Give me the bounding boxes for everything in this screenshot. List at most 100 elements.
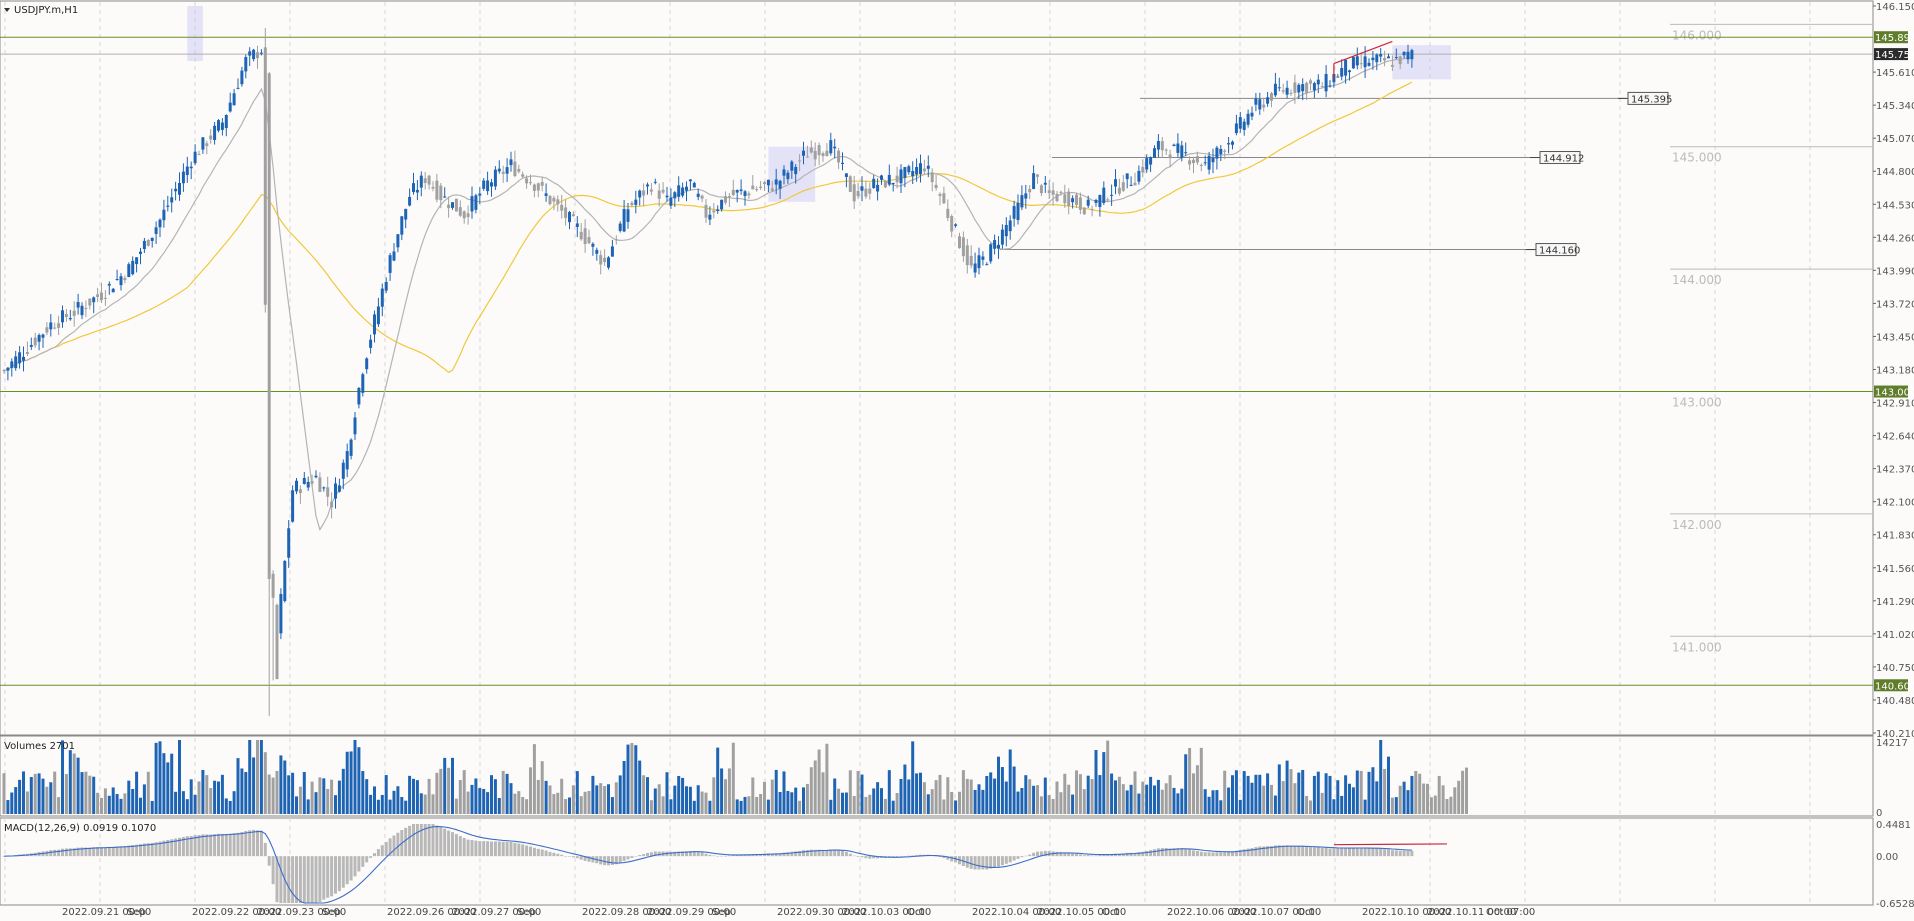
candle-body: [185, 166, 189, 175]
candle-body: [529, 182, 532, 184]
candle-body: [911, 171, 915, 177]
volume-bar: [1203, 789, 1207, 814]
candle-body: [396, 234, 400, 248]
macd-bar: [856, 856, 860, 857]
volume-bar: [1461, 770, 1465, 814]
candle-body: [209, 135, 213, 140]
macd-bar: [993, 856, 997, 868]
price-pane[interactable]: [0, 0, 1874, 736]
volume-bar: [552, 794, 556, 814]
candle-body: [1320, 86, 1324, 88]
volume-bar: [1176, 793, 1180, 814]
volume-bar: [821, 772, 825, 814]
macd-bar: [1199, 851, 1203, 857]
candle-body: [922, 168, 926, 172]
macd-bar: [439, 827, 443, 857]
time-tick-label: 2022.10.05 00:00: [1037, 907, 1126, 918]
candle-body: [630, 202, 634, 206]
macd-bar: [497, 841, 501, 857]
candle-body: [139, 251, 142, 254]
candle-body: [1324, 74, 1328, 92]
trend-line[interactable]: [1333, 40, 1393, 65]
macd-bar: [185, 836, 189, 857]
macd-bar: [1000, 856, 1004, 866]
macd-bar: [630, 856, 634, 858]
volume-bar: [361, 771, 365, 814]
volume-bar: [517, 791, 521, 814]
candle-body: [1211, 157, 1215, 163]
candle-body: [564, 207, 568, 218]
candle-body: [392, 251, 396, 261]
candle-body: [1028, 188, 1032, 193]
candle-body: [1227, 143, 1231, 145]
volume-bar: [603, 786, 607, 814]
candle-body: [474, 195, 478, 210]
volume-bar: [973, 789, 977, 814]
candle-body: [583, 228, 587, 245]
candle-body: [103, 297, 107, 299]
candle-body: [181, 171, 185, 184]
volume-bar: [279, 755, 283, 814]
volume-bar: [259, 740, 263, 814]
macd-bar: [474, 840, 478, 857]
macd-bar: [1016, 856, 1020, 859]
candle-body: [774, 179, 778, 185]
macd-bar: [197, 835, 201, 857]
candle-body: [68, 318, 72, 320]
volume-bar: [490, 775, 493, 814]
macd-bar: [735, 855, 739, 857]
volume-bar: [1422, 783, 1426, 814]
macd-bar: [392, 835, 396, 857]
macd-bar: [419, 824, 423, 857]
volume-bar: [852, 796, 856, 814]
macd-trend-line[interactable]: [1333, 843, 1448, 846]
candle-body: [688, 179, 692, 182]
candle-body: [626, 209, 630, 222]
volume-bar: [217, 781, 220, 814]
volume-bar: [704, 792, 708, 814]
macd-bar: [833, 849, 837, 857]
candle-body: [1355, 56, 1359, 66]
volume-bar: [1250, 782, 1254, 814]
candle-body: [29, 344, 33, 347]
macd-bar: [217, 833, 220, 857]
volume-bar: [583, 791, 587, 814]
candle-body: [985, 264, 989, 266]
candle-body: [1203, 162, 1207, 164]
volume-bar: [829, 799, 833, 814]
volume-bar: [981, 789, 985, 814]
candle-body: [1090, 208, 1094, 210]
macd-bar: [131, 845, 135, 857]
macd-bar: [232, 833, 236, 857]
macd-bar: [174, 838, 178, 857]
volume-bar: [1328, 775, 1332, 814]
volume-bar: [1199, 747, 1203, 814]
time-tick-label: 2022.10.11 00:00: [1427, 907, 1516, 918]
volume-bar: [302, 772, 306, 814]
candle-body: [833, 146, 837, 149]
volume-bar: [384, 775, 388, 814]
candle-body: [685, 186, 688, 191]
macd-bar: [1258, 846, 1262, 857]
volume-bar: [1207, 796, 1211, 814]
candle-body: [1110, 194, 1114, 196]
volume-bar: [388, 799, 392, 814]
macd-bar: [462, 837, 466, 857]
volume-bar: [142, 784, 146, 814]
macd-bar: [166, 839, 170, 857]
candle-body: [486, 180, 490, 192]
volume-bar: [1398, 785, 1402, 814]
triangle-down-icon[interactable]: [4, 8, 10, 12]
volume-bar: [837, 788, 841, 814]
volume-bar: [14, 787, 18, 814]
macd-bar: [224, 833, 228, 857]
volume-bar: [965, 778, 969, 814]
horizontal-levels: 145.395 144.912 144.160: [0, 36, 1873, 686]
volume-bar: [841, 792, 844, 814]
volume-bar: [989, 772, 993, 814]
volume-bar: [860, 774, 864, 814]
volume-bar: [1184, 754, 1188, 814]
volume-bar: [1180, 788, 1184, 814]
price-tag: [1874, 48, 1908, 61]
